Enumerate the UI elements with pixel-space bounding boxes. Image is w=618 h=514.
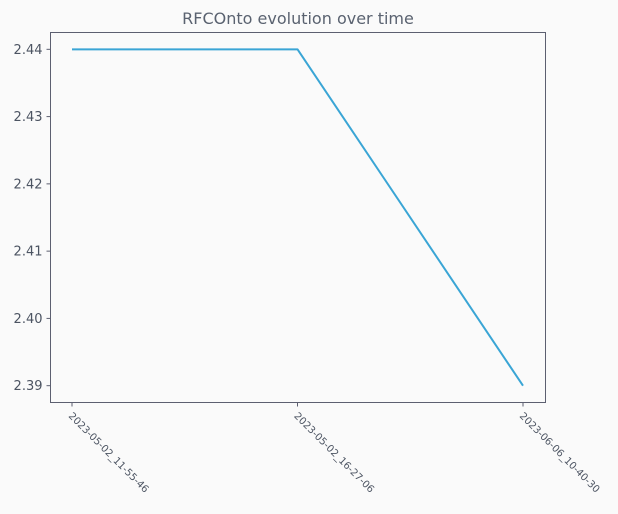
- series-line-0: [72, 48, 524, 387]
- y-tick-label: 2.41: [14, 245, 43, 260]
- x-tick-label: 2023-06-06_10-40-30: [517, 411, 602, 496]
- chart-title: RFCOnto evolution over time: [182, 9, 414, 28]
- x-axis: 2023-05-02_11-55-46 2023-05-02_16-27-06 20…: [66, 402, 602, 496]
- y-tick-label: 2.39: [14, 379, 43, 394]
- y-tick-label: 2.42: [14, 177, 43, 192]
- x-tick-label: 2023-05-02_11-55-46: [66, 411, 151, 496]
- plot-area: [50, 32, 546, 403]
- y-axis: 2.39 2.40 2.41 2.42 2.43 2.44: [14, 43, 51, 394]
- x-tick-label: 2023-05-02_16-27-06: [291, 411, 376, 496]
- y-tick-label: 2.43: [14, 110, 43, 125]
- y-tick-label: 2.44: [14, 43, 43, 58]
- series-layer: [72, 48, 524, 387]
- y-tick-label: 2.40: [14, 312, 43, 327]
